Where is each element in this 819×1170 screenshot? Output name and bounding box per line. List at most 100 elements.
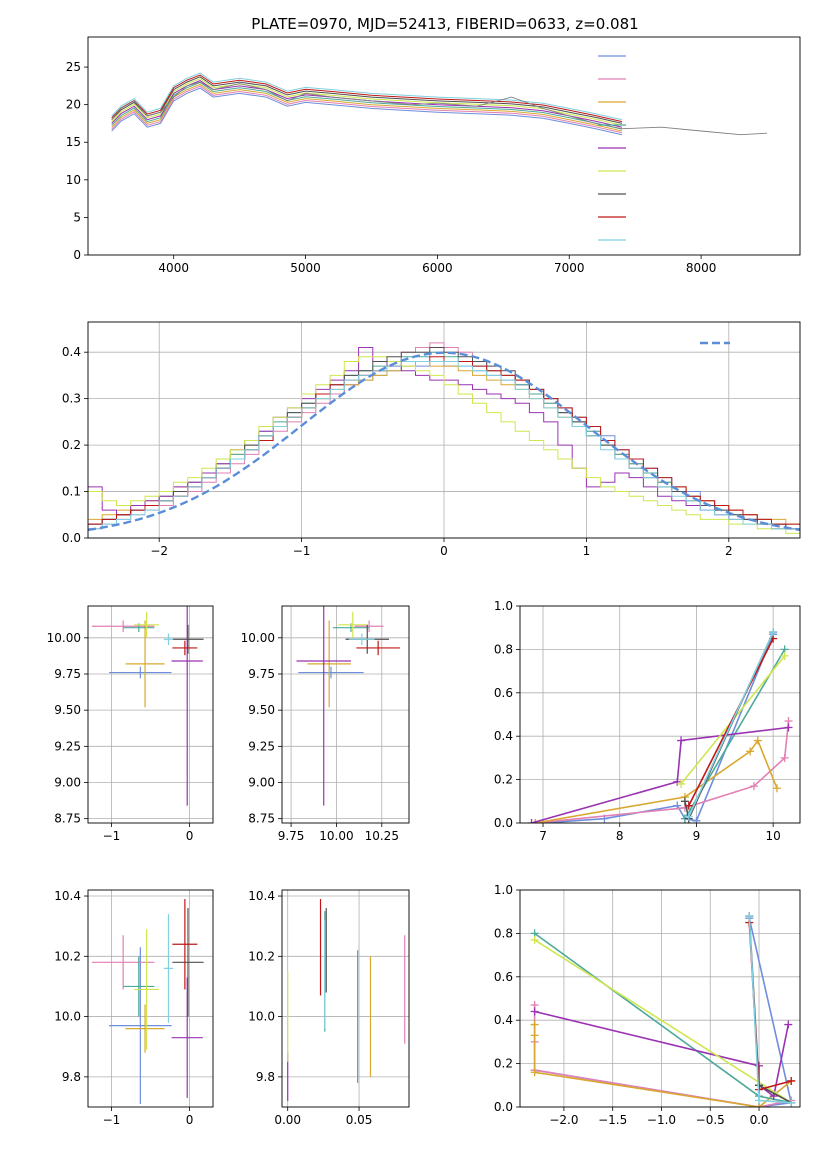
x-tick-label: 7000 xyxy=(554,261,585,275)
mass-weight-marker xyxy=(531,819,540,823)
figure-title: PLATE=0970, MJD=52413, FIBERID=0633, z=0… xyxy=(251,15,638,33)
mass-weight-marker xyxy=(677,779,686,788)
errorbar-plot-area xyxy=(296,606,400,806)
mass-weight-vs-age-panel: 7 8 9 10 0.0 0.2 0.4 0.6 0.8 1.0 xyxy=(494,599,801,843)
x-tick-label: 1 xyxy=(583,544,591,558)
y-tick-label: 0.8 xyxy=(494,642,513,656)
y-tick-label: 10.00 xyxy=(47,631,81,645)
y-tick-label: 20 xyxy=(66,98,81,112)
x-tick-label: −1.5 xyxy=(598,1113,627,1127)
axes-frame xyxy=(87,605,214,824)
y-tick-label: 0.2 xyxy=(62,438,81,452)
errorbar-plot-area xyxy=(91,606,204,806)
mass-weight-marker xyxy=(530,1020,539,1029)
x-tick-label: −2 xyxy=(150,544,168,558)
model-spectrum-line xyxy=(111,80,623,128)
y-tick-label: 0.6 xyxy=(494,970,513,984)
model-spectrum-line xyxy=(111,85,623,134)
mass-weight-plot-area xyxy=(530,912,796,1107)
y-tick-label: 8.75 xyxy=(248,812,275,826)
x-tick-label: 9 xyxy=(693,829,701,843)
mass-weight-marker xyxy=(780,651,789,660)
mass-weight-marker xyxy=(755,1061,764,1070)
x-tick-label: −1 xyxy=(103,829,121,843)
y-tick-label: 10.2 xyxy=(248,949,275,963)
y-tick-label: 10.2 xyxy=(54,949,81,963)
y-tick-label: 9.50 xyxy=(248,703,275,717)
mass-weight-line xyxy=(534,932,792,1104)
mass-weight-marker xyxy=(530,1068,539,1077)
y-tick-label: 0.3 xyxy=(62,392,81,406)
axes-frame xyxy=(519,889,801,1108)
y-tick-label: 0.1 xyxy=(62,485,81,499)
y-tick-label: 9.8 xyxy=(256,1070,275,1084)
x-tick-label: 10.25 xyxy=(365,829,399,843)
y-tick-label: 10 xyxy=(66,173,81,187)
x-tick-label: −2.0 xyxy=(549,1113,578,1127)
y-tick-label: 1.0 xyxy=(494,599,513,613)
model-spectrum-line xyxy=(111,83,623,132)
age-vs-mass-panel: 9.75 10.00 10.25 8.75 9.00 9.25 9.50 9.75 10.00 xyxy=(241,605,410,843)
model-spectrum-line xyxy=(111,74,623,123)
histogram-plot-area xyxy=(88,342,800,538)
mass-weight-marker xyxy=(677,736,686,745)
axes-frame xyxy=(519,605,801,824)
x-tick-label: 2 xyxy=(725,544,733,558)
mass-weight-marker xyxy=(780,753,789,762)
x-tick-label: 4000 xyxy=(158,261,189,275)
y-tick-label: 0.2 xyxy=(494,1057,513,1071)
mass-weight-marker xyxy=(745,912,754,921)
y-tick-label: 25 xyxy=(66,60,81,74)
model-spectrum-line xyxy=(111,78,623,126)
mass-weight-vs-metallicity-panel: −2.0 −1.5 −1.0 −0.5 0.0 0.0 0.2 0.4 0.6 0.8 1.0 xyxy=(494,883,801,1127)
y-tick-label: 0.2 xyxy=(494,773,513,787)
y-tick-label: 0.0 xyxy=(62,531,81,545)
mass-vs-ebv-panel: 0.00 0.05 9.8 10.0 10.2 10.4 xyxy=(248,889,410,1127)
mass-weight-marker xyxy=(530,1031,539,1040)
y-tick-label: 10.4 xyxy=(54,889,81,903)
age-vs-metallicity-panel: −1 0 8.75 9.00 9.25 9.50 9.75 10.00 xyxy=(47,605,214,843)
y-tick-label: 9.00 xyxy=(54,775,81,789)
y-tick-label: 10.4 xyxy=(248,889,275,903)
x-tick-label: 0.05 xyxy=(346,1113,373,1127)
axes-frame xyxy=(87,321,801,539)
x-tick-label: 8000 xyxy=(686,261,717,275)
x-tick-label: −1 xyxy=(293,544,311,558)
x-tick-label: 0 xyxy=(186,1113,194,1127)
model-spectrum-line xyxy=(111,87,623,136)
y-tick-label: 0.4 xyxy=(494,729,513,743)
y-tick-label: 1.0 xyxy=(494,883,513,897)
y-tick-label: 0 xyxy=(73,248,81,262)
x-tick-label: −0.5 xyxy=(696,1113,725,1127)
mass-vs-metallicity-panel: −1 0 9.8 10.0 10.2 10.4 xyxy=(54,889,214,1127)
y-tick-label: 9.8 xyxy=(62,1070,81,1084)
normal-distribution-curve xyxy=(88,351,800,532)
mass-weight-marker xyxy=(527,819,536,823)
errorbar-plot-area xyxy=(91,899,204,1104)
mass-weight-marker xyxy=(787,1076,796,1085)
y-tick-label: 8.75 xyxy=(54,812,81,826)
mass-weight-line xyxy=(531,726,789,823)
mass-weight-marker xyxy=(746,747,755,756)
residual-histogram-panel: −2 −1 0 1 2 0.0 0.1 0.2 0.3 0.4 xyxy=(62,321,801,558)
axes-frame xyxy=(281,605,410,824)
y-tick-label: 0.4 xyxy=(494,1013,513,1027)
residual-histogram-step xyxy=(88,361,800,538)
x-tick-label: 0 xyxy=(440,544,448,558)
mass-weight-line xyxy=(542,633,774,823)
mass-weight-marker xyxy=(530,1007,539,1016)
mass-weight-marker xyxy=(753,736,762,745)
axes-frame xyxy=(87,36,801,256)
spectrum-plot-area xyxy=(111,72,768,136)
x-tick-label: 6000 xyxy=(422,261,453,275)
x-tick-label: 8 xyxy=(616,829,624,843)
x-tick-label: 10 xyxy=(766,829,781,843)
y-tick-label: 10.0 xyxy=(248,1010,275,1024)
mass-weight-marker xyxy=(784,723,793,732)
y-tick-label: 0.0 xyxy=(494,816,513,830)
x-tick-label: 0.0 xyxy=(749,1113,768,1127)
x-tick-label: 5000 xyxy=(290,261,321,275)
mass-weight-marker xyxy=(684,812,693,821)
mass-weight-line xyxy=(534,939,792,1104)
y-tick-label: 9.75 xyxy=(54,667,81,681)
